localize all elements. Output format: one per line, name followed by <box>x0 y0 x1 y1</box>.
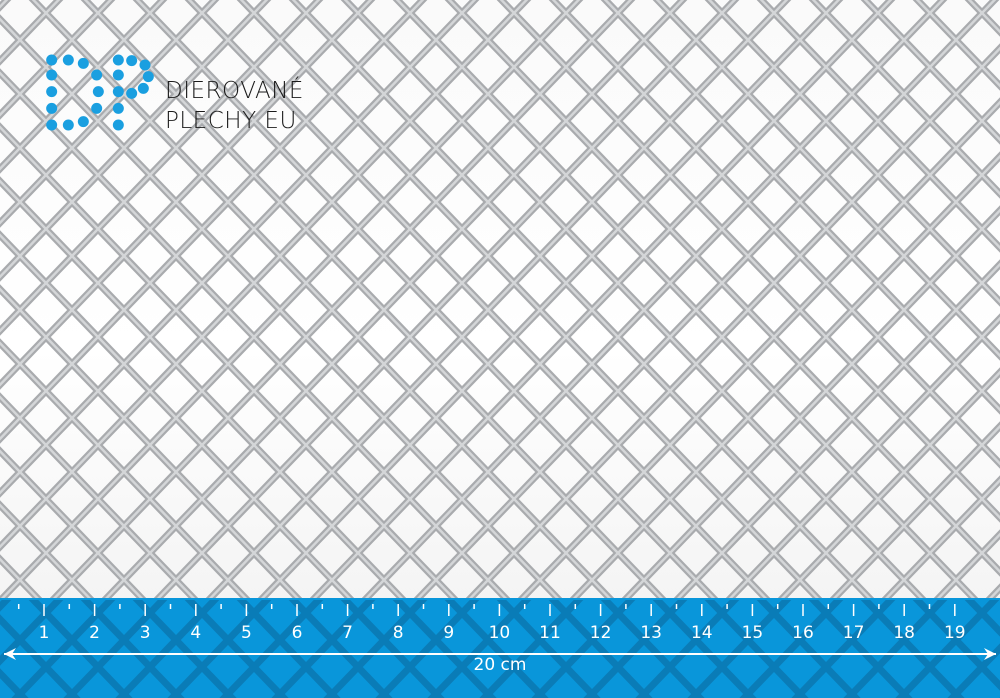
logo-dot <box>137 82 149 94</box>
ruler-label: 12 <box>589 623 612 643</box>
ruler-bar <box>0 598 1000 698</box>
logo-dot <box>46 54 58 66</box>
ruler-label: 9 <box>443 623 455 643</box>
ruler-label: 17 <box>842 623 865 643</box>
logo-dot <box>112 54 124 66</box>
ruler-label: 5 <box>240 623 252 643</box>
arrow-right-icon <box>984 648 996 660</box>
logo-dot <box>126 87 138 99</box>
logo-monogram <box>46 54 154 131</box>
logo-dot <box>62 119 74 131</box>
logo-dot <box>112 119 124 131</box>
arrow-left-icon <box>4 648 16 660</box>
logo-dot <box>46 86 58 98</box>
ruler-label: 4 <box>190 623 202 643</box>
logo-dot <box>91 102 103 114</box>
logo-dot <box>46 102 58 114</box>
logo-dot <box>46 119 58 131</box>
ruler-label: 10 <box>488 623 511 643</box>
logo-dot <box>77 116 89 128</box>
logo-dot <box>112 102 124 114</box>
ruler-label: 3 <box>139 623 151 643</box>
length-label: 20 cm <box>473 655 527 675</box>
logo-dot <box>91 69 103 81</box>
logo-dot <box>139 59 151 71</box>
logo-dot <box>46 69 58 81</box>
logo-text-line2: PLECHY EU <box>165 108 297 134</box>
ruler-label: 14 <box>690 623 713 643</box>
logo-dot <box>62 54 74 66</box>
ruler-label: 7 <box>342 623 354 643</box>
ruler-label: 18 <box>893 623 916 643</box>
ruler-label: 2 <box>89 623 101 643</box>
logo-dot <box>142 71 154 83</box>
ruler-label: 16 <box>792 623 814 643</box>
logo-text-line1: DIEROVANÉ <box>165 78 304 104</box>
ruler-label: 6 <box>291 623 303 643</box>
ruler-label: 19 <box>943 623 966 643</box>
ruler-label: 1 <box>38 623 50 643</box>
ruler-label: 11 <box>539 623 561 643</box>
logo-dot <box>77 57 89 69</box>
ruler-label: 8 <box>392 623 404 643</box>
logo-dot <box>92 86 104 98</box>
logo-dot <box>112 86 124 98</box>
ruler-label: 15 <box>741 623 764 643</box>
logo-dot <box>126 55 138 67</box>
logo-dot <box>112 69 124 81</box>
ruler-label: 13 <box>640 623 663 643</box>
